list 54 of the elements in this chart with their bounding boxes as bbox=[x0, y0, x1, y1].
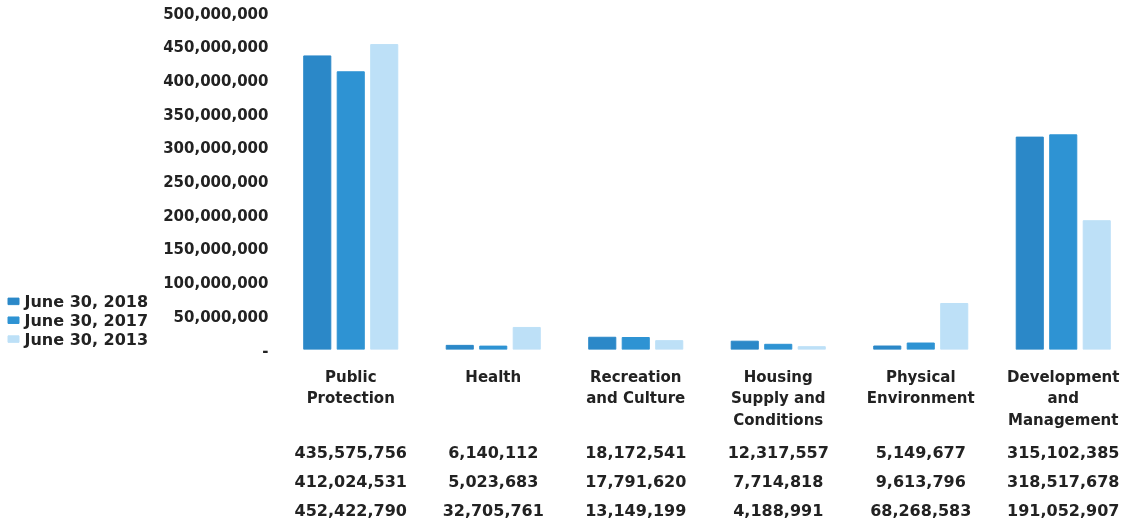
data-label: 452,422,790 bbox=[294, 500, 407, 518]
data-label: 5,023,683 bbox=[448, 471, 539, 491]
data-label: 435,575,756 bbox=[294, 442, 407, 462]
data-label: 32,705,761 bbox=[442, 500, 544, 518]
y-tick-label: 300,000,000 bbox=[163, 139, 269, 158]
data-label: 315,102,385 bbox=[1007, 442, 1120, 462]
bar bbox=[621, 337, 650, 350]
bar bbox=[479, 345, 508, 350]
data-label: 7,714,818 bbox=[733, 471, 824, 491]
legend-label: June 30, 2013 bbox=[23, 329, 149, 349]
data-label: 13,149,199 bbox=[585, 500, 687, 518]
x-tick-label: Health bbox=[465, 367, 522, 386]
x-tick-label: Housing Supply and Conditions bbox=[730, 367, 826, 429]
x-tick-label: Public Protection bbox=[306, 367, 395, 408]
y-tick-label: 500,000,000 bbox=[163, 4, 269, 23]
x-tick-label: Physical Environment bbox=[866, 367, 975, 408]
y-tick-label: - bbox=[262, 341, 269, 360]
bar bbox=[940, 302, 969, 350]
data-label: 18,172,541 bbox=[585, 442, 687, 462]
legend-label: June 30, 2017 bbox=[23, 310, 149, 330]
data-label: 17,791,620 bbox=[585, 471, 687, 491]
y-tick-label: 100,000,000 bbox=[163, 274, 269, 293]
data-label: 9,613,796 bbox=[875, 471, 966, 491]
bar bbox=[1049, 134, 1078, 350]
y-tick-label: 350,000,000 bbox=[163, 105, 269, 124]
data-label: 191,052,907 bbox=[1007, 500, 1120, 518]
bar bbox=[336, 71, 365, 350]
bar bbox=[588, 336, 617, 350]
x-tick-label: Recreation and Culture bbox=[586, 367, 686, 408]
bar bbox=[730, 340, 759, 350]
y-tick-label: 250,000,000 bbox=[163, 173, 269, 191]
data-label: 12,317,557 bbox=[727, 442, 829, 462]
y-tick-label: 50,000,000 bbox=[173, 307, 269, 326]
bar bbox=[512, 326, 541, 350]
y-tick-label: 450,000,000 bbox=[163, 38, 269, 57]
legend-label: June 30, 2018 bbox=[23, 291, 149, 311]
y-tick-label: 150,000,000 bbox=[163, 240, 269, 259]
bar bbox=[1015, 136, 1044, 350]
x-tick-label: Development and Management bbox=[1007, 367, 1120, 429]
bar bbox=[873, 345, 902, 350]
bar bbox=[303, 55, 332, 350]
y-tick-label: 400,000,000 bbox=[163, 71, 269, 90]
bar bbox=[906, 342, 935, 350]
data-label: 68,268,583 bbox=[870, 500, 972, 518]
data-label: 412,024,531 bbox=[294, 471, 407, 491]
data-label: 4,188,991 bbox=[733, 500, 824, 518]
bar bbox=[655, 340, 684, 350]
data-label: 6,140,112 bbox=[448, 442, 539, 462]
data-label: 5,149,677 bbox=[875, 442, 966, 462]
bar bbox=[1082, 220, 1111, 350]
y-tick-label: 200,000,000 bbox=[163, 206, 269, 225]
bar bbox=[797, 346, 826, 350]
bar bbox=[370, 44, 399, 350]
data-label: 318,517,678 bbox=[1007, 471, 1120, 491]
